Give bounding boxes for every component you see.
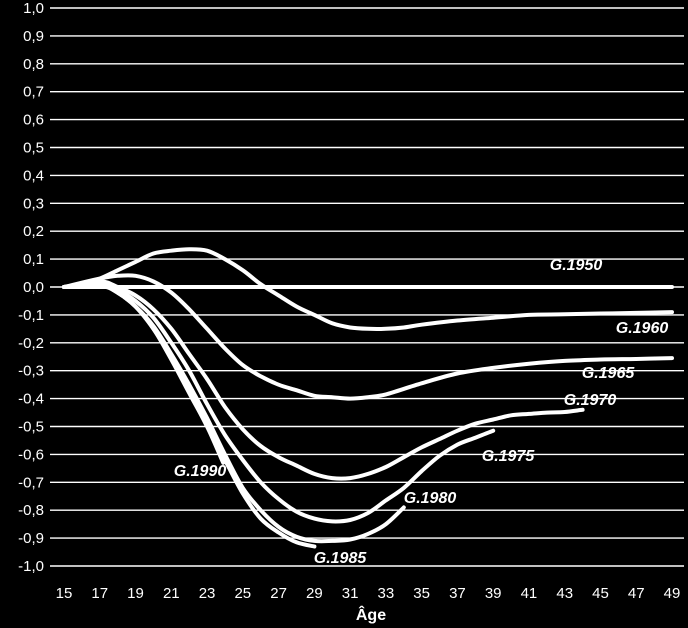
- y-tick-label: 0,9: [23, 28, 44, 45]
- x-tick-label: 45: [592, 585, 609, 602]
- y-tick-label: -0,7: [18, 474, 44, 491]
- series-line-g1965: [62, 273, 674, 401]
- y-tick-label: -0,5: [18, 419, 44, 436]
- x-tick-label: 29: [306, 585, 323, 602]
- y-tick-label: 0,3: [23, 195, 44, 212]
- series-label-g1970: G.1970: [564, 392, 617, 409]
- y-tick-label: 0,8: [23, 56, 44, 73]
- x-tick-label: 31: [342, 585, 359, 602]
- y-axis-tick-labels: 1,0 0,9 0,8 0,7 0,6 0,5 0,4 0,3 0,2 0,1 0,0 -0,1 -0,…: [18, 0, 44, 575]
- series-line-g1975: [62, 282, 496, 524]
- y-tick-label: -0,6: [18, 446, 44, 463]
- series-label-g1975: G.1975: [482, 448, 536, 465]
- x-tick-label: 43: [556, 585, 573, 602]
- y-tick-label: 0,4: [23, 167, 44, 184]
- series-label-g1985: G.1985: [314, 550, 368, 567]
- series-label-g1980: G.1980: [404, 490, 457, 507]
- y-tick-label: -0,4: [18, 391, 44, 408]
- y-tick-label: -1,0: [18, 558, 44, 575]
- x-tick-label: 49: [664, 585, 681, 602]
- x-axis-tick-labels: 15 17 19 21 23 25 27 29 31 33 35 37 39 41 43 45 47 49: [56, 585, 681, 602]
- series-line-g1990: [62, 283, 226, 465]
- x-axis-title: Âge: [356, 605, 386, 624]
- series-label-g1990: G.1990: [174, 463, 227, 480]
- x-tick-label: 27: [270, 585, 287, 602]
- x-tick-label: 33: [378, 585, 395, 602]
- series-labels: G.1950 G.1960 G.1965 G.1970 G.1975 G.1980 G.19…: [174, 257, 669, 567]
- series-line-g1960: [62, 247, 674, 332]
- y-tick-label: -0,2: [18, 335, 44, 352]
- x-tick-label: 15: [56, 585, 73, 602]
- y-tick-label: -0,8: [18, 502, 44, 519]
- x-tick-label: 39: [485, 585, 502, 602]
- y-tick-label: 0,6: [23, 112, 44, 129]
- y-tick-label: -0,9: [18, 530, 44, 547]
- x-tick-label: 17: [91, 585, 108, 602]
- x-tick-label: 37: [449, 585, 466, 602]
- y-tick-label: -0,1: [18, 307, 44, 324]
- y-tick-label: 0,1: [23, 251, 44, 268]
- x-tick-label: 47: [628, 585, 645, 602]
- x-tick-label: 23: [199, 585, 216, 602]
- series-lines: [62, 247, 674, 549]
- y-tick-label: 1,0: [23, 0, 44, 17]
- series-line-g1970: [62, 279, 585, 481]
- y-tick-label: 0,2: [23, 223, 44, 240]
- x-tick-label: 35: [413, 585, 430, 602]
- y-tick-label: 0,0: [23, 279, 44, 296]
- x-tick-label: 41: [521, 585, 538, 602]
- series-label-g1960: G.1960: [616, 320, 669, 337]
- x-tick-label: 25: [234, 585, 251, 602]
- x-tick-label: 21: [163, 585, 180, 602]
- series-label-g1965: G.1965: [582, 365, 636, 382]
- y-tick-label: -0,3: [18, 363, 44, 380]
- series-label-g1950: G.1950: [550, 257, 603, 274]
- y-tick-label: 0,7: [23, 84, 44, 101]
- y-tick-label: 0,5: [23, 140, 44, 157]
- x-tick-label: 19: [127, 585, 144, 602]
